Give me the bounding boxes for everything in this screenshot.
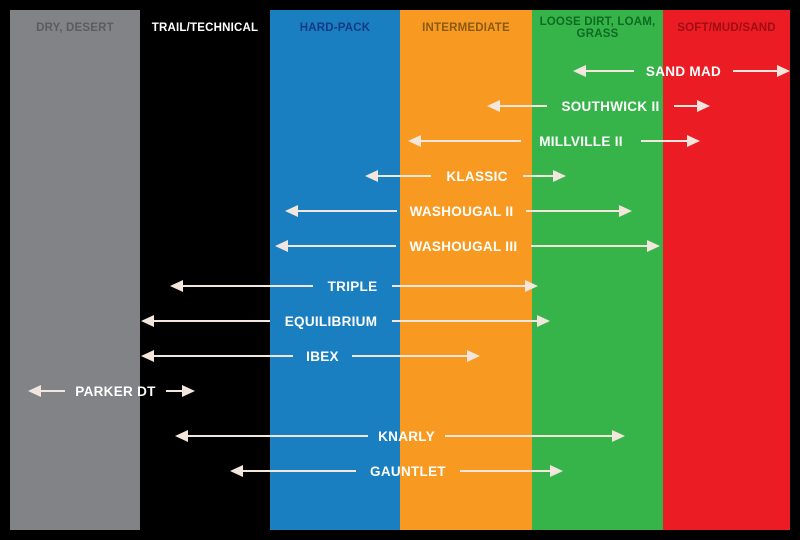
range-line-right xyxy=(392,285,527,287)
tire-row[interactable]: IBEX xyxy=(10,343,790,369)
arrow-left-icon xyxy=(285,204,298,217)
terrain-column-dry-desert xyxy=(10,10,140,530)
range-line-right xyxy=(674,105,699,107)
tire-name-label: TRIPLE xyxy=(327,278,378,294)
tire-row[interactable]: WASHOUGAL II xyxy=(10,198,790,224)
arrow-right-icon xyxy=(537,314,550,327)
chart-frame: DRY, DESERT TRAIL/TECHNICAL HARD-PACK INTER… xyxy=(10,10,790,530)
arrow-right-icon xyxy=(525,279,538,292)
tire-name-label: KLASSIC xyxy=(446,168,508,184)
terrain-header-label: DRY, DESERT xyxy=(36,22,114,35)
tire-row[interactable]: SOUTHWICK II xyxy=(10,93,790,119)
range-line-right xyxy=(445,435,614,437)
terrain-header-row: DRY, DESERT TRAIL/TECHNICAL HARD-PACK INTER… xyxy=(10,10,790,48)
terrain-header-label: INTERMEDIATE xyxy=(422,22,510,35)
range-line-left xyxy=(286,245,396,247)
arrow-left-icon xyxy=(275,239,288,252)
tire-name-label: WASHOUGAL III xyxy=(409,238,518,254)
arrow-right-icon xyxy=(553,169,566,182)
terrain-header-label: GRASS xyxy=(576,28,619,40)
tire-name-label: IBEX xyxy=(306,348,339,364)
range-line-left xyxy=(498,105,547,107)
arrow-left-icon xyxy=(408,134,421,147)
terrain-header-dry-desert[interactable]: DRY, DESERT xyxy=(10,10,140,48)
tire-name-label: MILLVILLE II xyxy=(539,133,623,149)
tire-name-label: KNARLY xyxy=(378,428,435,444)
arrow-right-icon xyxy=(647,239,660,252)
range-line-left xyxy=(376,175,431,177)
tire-name-label: SOUTHWICK II xyxy=(561,98,660,114)
range-line-left xyxy=(152,320,270,322)
range-line-left xyxy=(186,435,368,437)
tire-rows: SAND MAD SOUTHWICK II MILLVILLE II KLASSIC W… xyxy=(10,48,790,530)
range-line-left xyxy=(241,470,356,472)
tire-name-label: SAND MAD xyxy=(645,63,722,79)
terrain-header-hard-pack[interactable]: HARD-PACK xyxy=(270,10,400,48)
range-line-left xyxy=(181,285,313,287)
range-line-right xyxy=(641,140,689,142)
range-line-left xyxy=(584,70,634,72)
tire-row[interactable]: KLASSIC xyxy=(10,163,790,189)
terrain-header-soft-mud-sand[interactable]: SOFT/MUD/SAND xyxy=(663,10,790,48)
arrow-right-icon xyxy=(467,349,480,362)
tire-name-label: EQUILIBRIUM xyxy=(284,313,378,329)
range-line-left xyxy=(152,355,293,357)
arrow-right-icon xyxy=(619,204,632,217)
terrain-column-soft-mud-sand xyxy=(663,10,790,530)
tire-name-label: PARKER DT xyxy=(75,383,156,399)
range-line-left xyxy=(296,210,397,212)
arrow-right-icon xyxy=(182,384,195,397)
range-line-right xyxy=(352,355,469,357)
tire-row[interactable]: WASHOUGAL III xyxy=(10,233,790,259)
range-line-right xyxy=(166,390,184,392)
terrain-column-loose-dirt xyxy=(532,10,663,530)
terrain-header-loose-dirt[interactable]: LOOSE DIRT, LOAM, GRASS xyxy=(532,10,663,48)
tire-row[interactable]: KNARLY xyxy=(10,423,790,449)
arrow-left-icon xyxy=(141,314,154,327)
terrain-header-intermediate[interactable]: INTERMEDIATE xyxy=(400,10,532,48)
range-line-right xyxy=(733,70,779,72)
tire-row[interactable]: MILLVILLE II xyxy=(10,128,790,154)
range-line-right xyxy=(523,175,555,177)
arrow-right-icon xyxy=(697,99,710,112)
terrain-header-label: SOFT/MUD/SAND xyxy=(677,22,776,35)
tire-name-label: GAUNTLET xyxy=(370,463,446,479)
terrain-column-hard-pack xyxy=(270,10,400,530)
tire-row[interactable]: PARKER DT xyxy=(10,378,790,404)
arrow-left-icon xyxy=(573,64,586,77)
range-line-right xyxy=(526,210,621,212)
arrow-left-icon xyxy=(365,169,378,182)
arrow-right-icon xyxy=(687,134,700,147)
terrain-header-label: LOOSE DIRT, LOAM, xyxy=(539,16,656,29)
terrain-header-label: HARD-PACK xyxy=(299,22,371,35)
arrow-right-icon xyxy=(550,464,563,477)
arrow-left-icon xyxy=(230,464,243,477)
arrow-left-icon xyxy=(487,99,500,112)
terrain-column-intermediate xyxy=(400,10,532,530)
arrow-right-icon xyxy=(777,64,790,77)
arrow-left-icon xyxy=(28,384,41,397)
tire-row[interactable]: SAND MAD xyxy=(10,58,790,84)
terrain-header-trail-technical[interactable]: TRAIL/TECHNICAL xyxy=(140,10,270,48)
range-line-left xyxy=(419,140,521,142)
arrow-left-icon xyxy=(141,349,154,362)
tire-row[interactable]: TRIPLE xyxy=(10,273,790,299)
tire-row[interactable]: GAUNTLET xyxy=(10,458,790,484)
arrow-right-icon xyxy=(612,429,625,442)
range-line-right xyxy=(460,470,552,472)
tire-row[interactable]: EQUILIBRIUM xyxy=(10,308,790,334)
range-line-right xyxy=(531,245,649,247)
tire-name-label: WASHOUGAL II xyxy=(409,203,514,219)
terrain-header-label: TRAIL/TECHNICAL xyxy=(151,22,259,35)
arrow-left-icon xyxy=(175,429,188,442)
arrow-left-icon xyxy=(170,279,183,292)
range-line-right xyxy=(392,320,539,322)
range-line-left xyxy=(39,390,65,392)
terrain-column-trail-technical xyxy=(140,10,270,530)
